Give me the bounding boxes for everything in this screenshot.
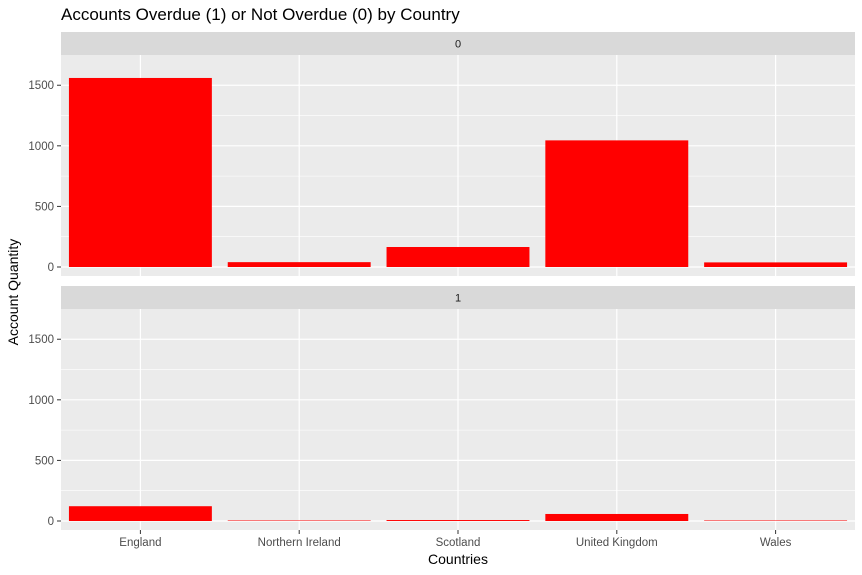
bar-scotland xyxy=(386,520,530,521)
facet-panels: 0 0 500 1000 1500 1 0 500 1000 1500 xyxy=(28,32,855,530)
x-tick-label: Scotland xyxy=(436,537,481,549)
facet-strip xyxy=(61,32,855,55)
facet-strip-label: 0 xyxy=(455,39,461,51)
bar-england xyxy=(68,506,212,521)
bar-scotland xyxy=(386,247,530,267)
y-tick-label: 1500 xyxy=(28,334,54,346)
facet-panel-1: 1 0 500 1000 1500 xyxy=(28,286,855,530)
bar-england xyxy=(68,77,212,267)
x-axis: England Northern Ireland Scotland United Ki… xyxy=(119,530,792,549)
y-tick-label: 1000 xyxy=(28,395,54,407)
chart-title: Accounts Overdue (1) or Not Overdue (0) … xyxy=(61,5,460,24)
facet-strip xyxy=(61,286,855,309)
x-tick-label: United Kingdom xyxy=(576,537,658,549)
bar-northern-ireland xyxy=(227,520,371,521)
x-axis-title: Countries xyxy=(428,551,488,567)
y-tick-label: 500 xyxy=(35,201,54,213)
y-tick-label: 1000 xyxy=(28,141,54,153)
bar-northern-ireland xyxy=(227,262,371,267)
facet-strip-label: 1 xyxy=(455,293,461,305)
x-tick-label: England xyxy=(119,537,161,549)
bar-wales xyxy=(704,520,848,521)
y-tick-label: 500 xyxy=(35,455,54,467)
bar-wales xyxy=(704,262,848,267)
bar-united-kingdom xyxy=(545,513,689,521)
y-tick-label: 0 xyxy=(48,516,54,528)
y-tick-label: 0 xyxy=(48,262,54,274)
y-axis-title: Account Quantity xyxy=(5,239,21,346)
x-tick-label: Northern Ireland xyxy=(258,537,341,549)
bar-united-kingdom xyxy=(545,140,689,267)
facet-panel-0: 0 0 500 1000 1500 xyxy=(28,32,855,276)
x-tick-label: Wales xyxy=(760,537,792,549)
y-tick-label: 1500 xyxy=(28,80,54,92)
